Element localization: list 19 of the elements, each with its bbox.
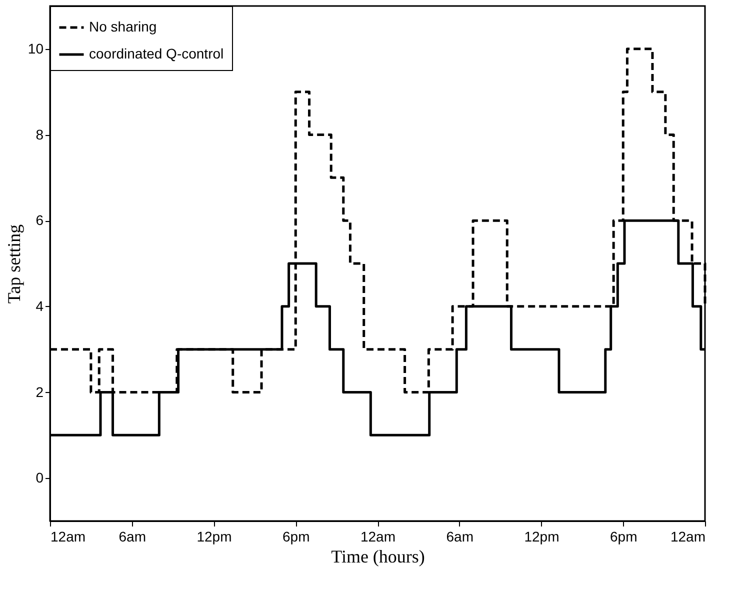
x-tick-label: 6pm: [282, 528, 310, 544]
legend-label: No sharing: [89, 18, 157, 34]
x-axis-title: Time (hours): [331, 546, 425, 566]
legend-label: coordinated Q-control: [89, 46, 224, 62]
y-tick-label: 10: [28, 40, 44, 56]
y-tick-label: 0: [36, 470, 44, 486]
x-tick-label: 12pm: [196, 528, 232, 544]
x-tick-label: 6am: [446, 528, 474, 544]
x-tick-label: 6pm: [610, 528, 638, 544]
y-tick-label: 8: [36, 126, 44, 142]
x-tick-label: 12pm: [524, 528, 560, 544]
x-tick-label: 12am: [360, 528, 396, 544]
y-tick-label: 6: [36, 212, 44, 228]
x-tick-label: 12am: [50, 528, 86, 544]
x-tick-label: 6am: [118, 528, 146, 544]
y-axis-title: Tap setting: [4, 224, 24, 304]
y-tick-label: 2: [36, 384, 44, 400]
y-tick-label: 4: [36, 298, 44, 314]
x-tick-label: 12am: [670, 528, 706, 544]
